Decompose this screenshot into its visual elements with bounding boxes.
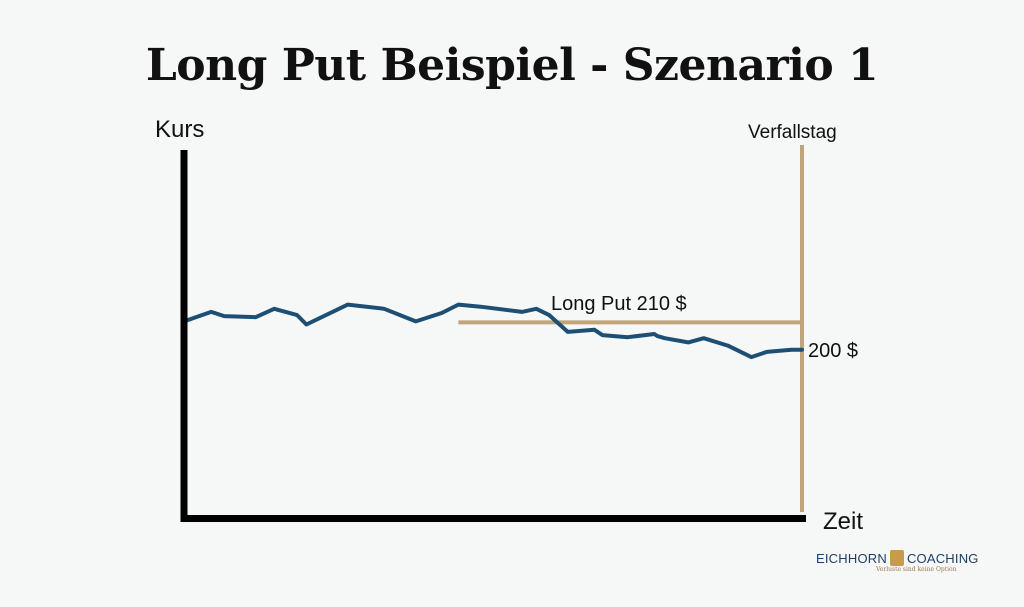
expiry-label: Verfallstag [748,122,837,143]
logo-name-right: COACHING [906,551,979,566]
price-line-series-0 [182,302,804,360]
price-label: 200 $ [808,340,858,362]
chart-title: Long Put Beispiel - Szenario 1 [145,40,879,91]
logo-mark-icon [889,550,904,566]
y-axis-label: Kurs [155,116,204,143]
eichhorn-coaching-logo: EICHHORN COACHING Verluste sind keine Opt… [816,548,986,578]
chart-marks [182,145,804,512]
strike-label: Long Put 210 $ [551,293,687,315]
logo-name-left: EICHHORN [816,551,887,566]
x-axis-label: Zeit [823,508,863,535]
logo-tagline: Verluste sind keine Option [876,566,957,573]
